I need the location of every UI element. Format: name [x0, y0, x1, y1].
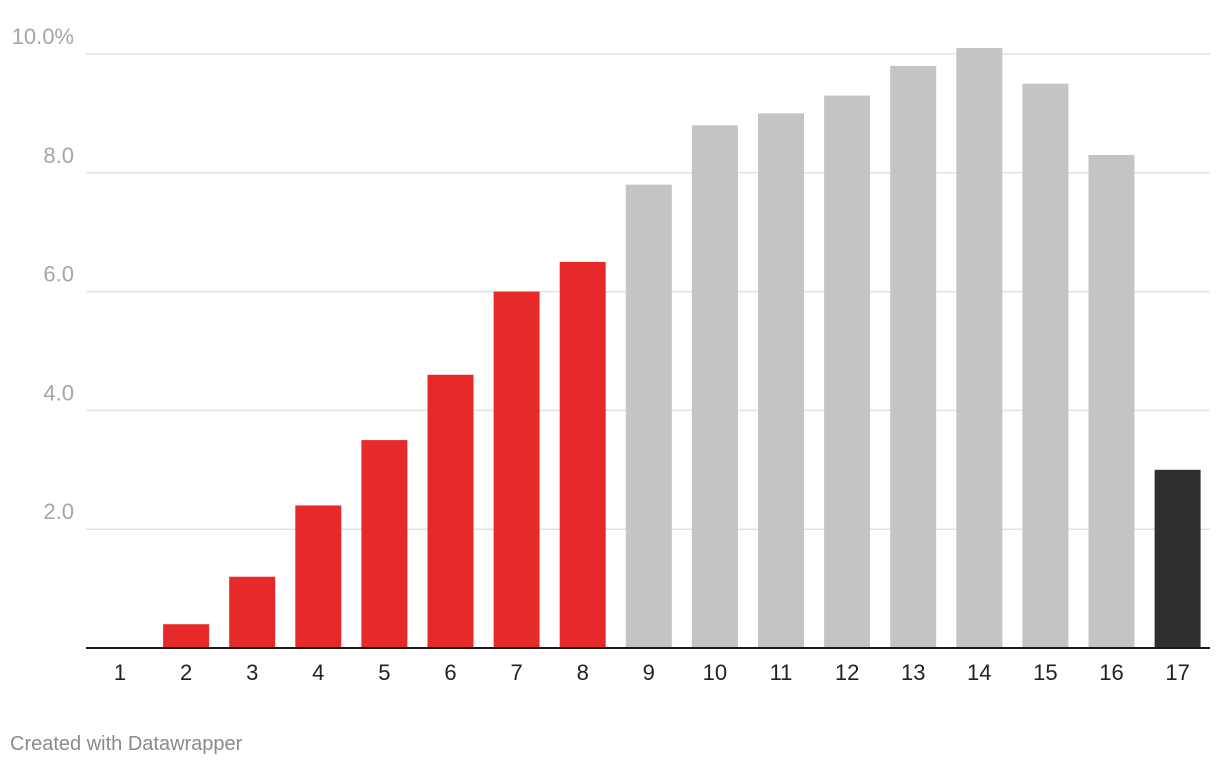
x-tick-label: 7	[510, 660, 522, 685]
x-tick-label: 2	[180, 660, 192, 685]
credit-text: Created with Datawrapper	[10, 733, 243, 755]
bar-9	[625, 184, 672, 648]
x-tick-label: 10	[703, 660, 727, 685]
bar-11	[758, 113, 804, 648]
bar-10	[691, 125, 738, 648]
bars	[163, 48, 1201, 649]
x-tick-label: 14	[967, 660, 991, 685]
y-tick-label: 4.0	[43, 380, 74, 405]
x-tick-label: 15	[1033, 660, 1057, 685]
x-tick-label: 16	[1099, 660, 1123, 685]
y-tick-label: 2.0	[43, 499, 74, 524]
bar-7	[493, 291, 540, 648]
x-tick-label: 9	[643, 660, 655, 685]
bar-chart: 2.04.06.08.010.0% 1 2 3 4 5 6 7 8 9 10 11 12 13 14 15 1…	[12, 24, 1210, 685]
bar-8	[559, 261, 606, 648]
x-tick-label: 3	[246, 660, 258, 685]
x-tick-label: 5	[378, 660, 390, 685]
x-axis-tick-labels: 1 2 3 4 5 6 7 8 9 10 11 12 13 14 15 16 17	[114, 660, 1190, 685]
x-tick-label: 13	[901, 660, 925, 685]
bar-6	[427, 374, 474, 648]
bar-5	[361, 440, 408, 648]
bar-14	[956, 48, 1003, 649]
y-tick-label: 8.0	[43, 143, 74, 168]
x-tick-label: 6	[444, 660, 456, 685]
bar-3	[229, 576, 276, 648]
bar-15	[1022, 83, 1069, 648]
x-tick-label: 1	[114, 660, 126, 685]
x-tick-label: 11	[770, 660, 793, 685]
x-tick-label: 17	[1165, 660, 1189, 685]
x-tick-label: 8	[577, 660, 589, 685]
y-tick-label: 10.0%	[12, 24, 74, 49]
bar-13	[890, 65, 937, 648]
bar-4	[295, 505, 342, 648]
y-tick-label: 6.0	[43, 262, 74, 287]
x-tick-label: 4	[312, 660, 324, 685]
bar-12	[824, 95, 871, 648]
y-axis-tick-labels: 2.0 4.0 6.0 8.0 10.0%	[12, 24, 74, 524]
x-tick-label: 12	[835, 660, 859, 685]
bar-16	[1088, 154, 1135, 649]
bar-2	[163, 624, 210, 648]
bar-17	[1154, 469, 1201, 648]
